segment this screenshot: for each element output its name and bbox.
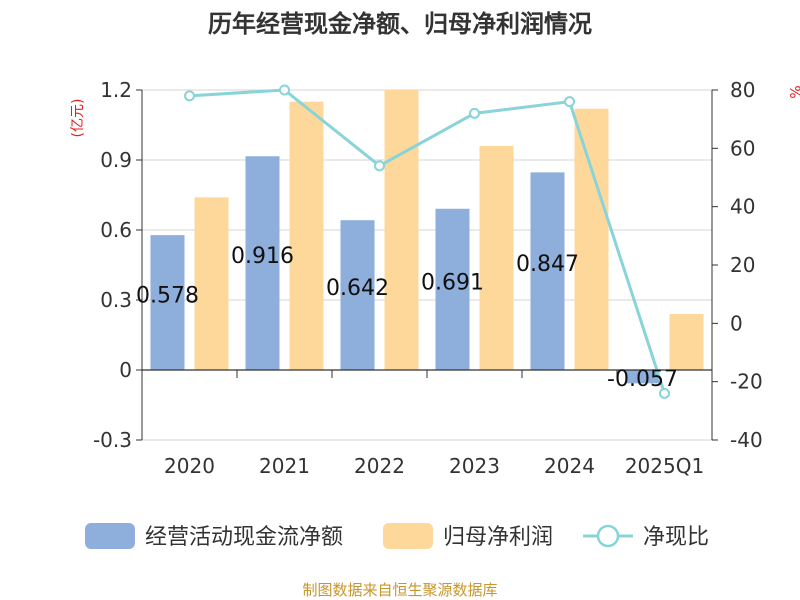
y-left-tick-label: 1.2: [100, 78, 132, 102]
y-right-tick-label: -40: [730, 428, 763, 452]
bar-cashflow: [150, 235, 185, 370]
data-label-cashflow: 0.691: [421, 270, 484, 295]
data-label-cashflow: -0.057: [607, 367, 678, 392]
y-right-tick-label: 80: [730, 78, 755, 102]
y-left-tick-label: 0: [119, 358, 132, 382]
bar-cashflow: [340, 220, 375, 370]
line-point-net-cash-ratio: [374, 160, 385, 172]
legend-swatch-marker: [596, 524, 620, 548]
data-label-cashflow: 0.916: [231, 244, 294, 269]
legend-swatch: [85, 523, 135, 549]
y-left-tick-label: 0.3: [100, 288, 132, 312]
chart-title: 历年经营现金净额、归母净利润情况: [208, 10, 592, 38]
line-series-group: [184, 84, 670, 399]
data-label-cashflow: 0.578: [136, 284, 199, 309]
data-labels: 0.578 0.916 0.642 0.691 0.847 -0.057: [136, 244, 678, 392]
line-point-net-cash-ratio: [469, 107, 480, 119]
x-tick-label: 2025Q1: [625, 454, 704, 478]
x-tick-label: 2024: [544, 454, 595, 478]
bar-cashflow: [530, 172, 565, 370]
y-right-tick-label: 40: [730, 195, 755, 219]
line-point-net-cash-ratio: [279, 84, 290, 96]
y-left-tick-label: 0.6: [100, 218, 132, 242]
y-right-tick-label: -20: [730, 370, 763, 394]
legend-label: 经营活动现金流净额: [145, 525, 343, 550]
bar-cashflow: [625, 370, 660, 384]
y-right-tick-label: 0: [730, 311, 743, 335]
legend-label: 归母净利润: [443, 525, 553, 550]
line-point-net-cash-ratio: [659, 387, 670, 399]
bar-net-profit: [574, 108, 609, 371]
bar-net-profit: [479, 146, 514, 370]
line-point-net-cash-ratio: [184, 90, 195, 102]
bar-net-profit: [384, 90, 419, 370]
legend: 经营活动现金流净额 归母净利润 净现比: [85, 523, 709, 550]
y-left-tick-label: -0.3: [93, 428, 132, 452]
data-label-cashflow: 0.642: [326, 276, 389, 301]
y-right-tick-label: 20: [730, 253, 755, 277]
bar-net-profit: [669, 314, 704, 370]
bar-net-profit: [289, 101, 324, 371]
y-left-unit-label: (亿元): [70, 99, 86, 138]
legend-label: 净现比: [643, 525, 709, 550]
x-tick-label: 2020: [164, 454, 215, 478]
y-right-unit-label: %: [786, 85, 800, 98]
bar-net-profit: [194, 197, 229, 370]
line-point-net-cash-ratio: [564, 96, 575, 108]
x-tick-label: 2021: [259, 454, 310, 478]
x-tick-label: 2022: [354, 454, 405, 478]
source-note: 制图数据来自恒生聚源数据库: [302, 581, 497, 599]
y-right-tick-label: 60: [730, 136, 755, 160]
legend-swatch: [383, 523, 433, 549]
bar-cashflow: [245, 156, 280, 370]
gridlines: [142, 89, 712, 441]
data-label-cashflow: 0.847: [516, 252, 579, 277]
bar-series-group: [150, 90, 704, 384]
line-net-cash-ratio: [189, 88, 666, 394]
bar-cashflow: [435, 208, 470, 370]
y-left-tick-label: 0.9: [100, 148, 132, 172]
x-tick-label: 2023: [449, 454, 500, 478]
axes: -0.3 0 0.3 0.6 0.9 1.2 -40 -20 0 20 40 60 80 2020 2021…: [93, 78, 763, 478]
